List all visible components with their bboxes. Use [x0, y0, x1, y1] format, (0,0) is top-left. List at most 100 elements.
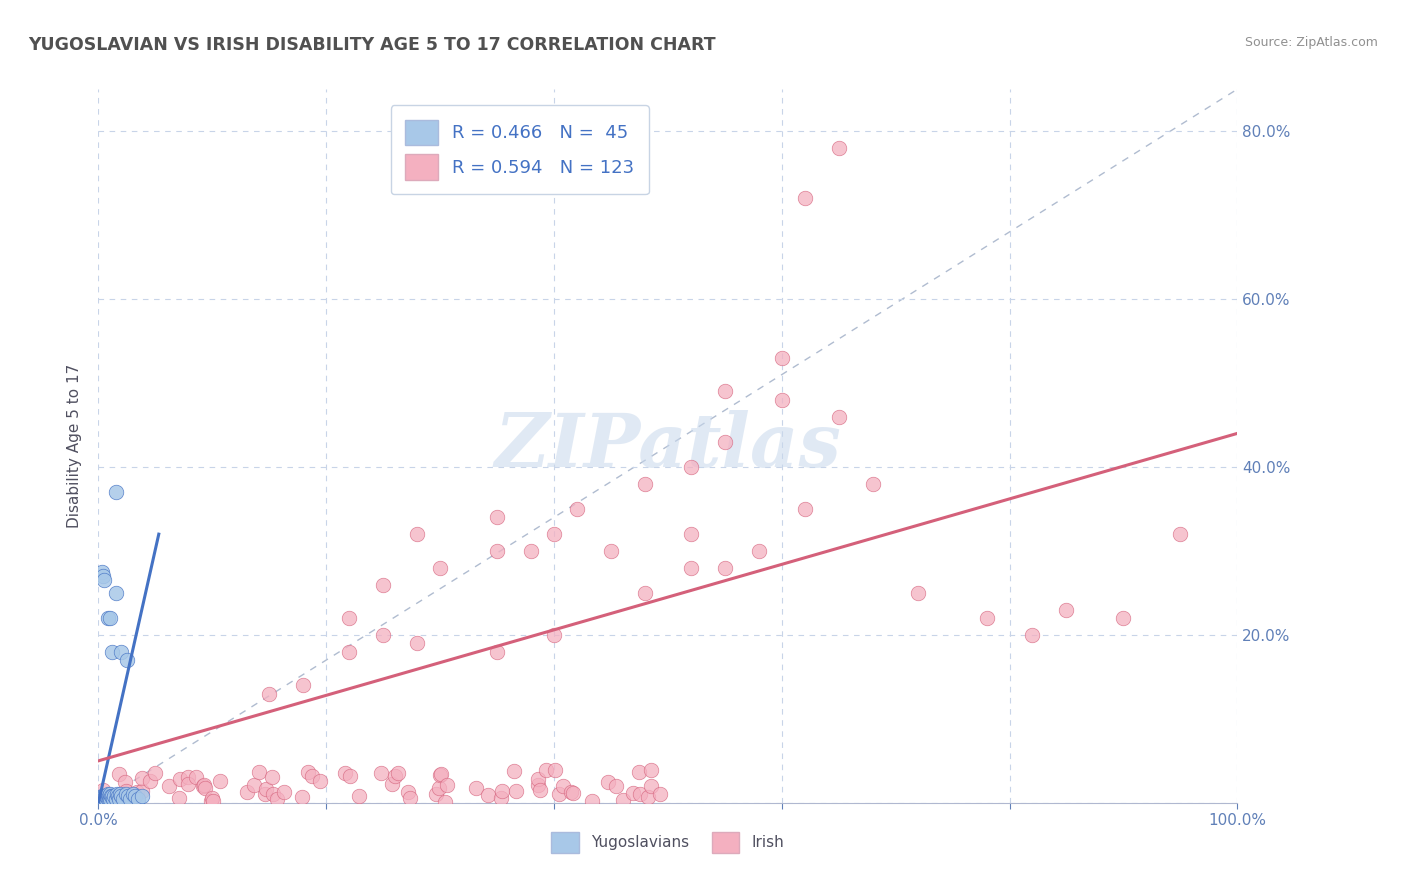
- Point: [679, 460, 702, 475]
- Point: [169, 772, 191, 786]
- Point: [93, 789, 115, 803]
- Point: [115, 653, 138, 667]
- Point: [97, 791, 120, 805]
- Point: [273, 785, 295, 799]
- Point: [543, 527, 565, 541]
- Point: [486, 544, 509, 558]
- Point: [770, 392, 793, 407]
- Point: [194, 780, 217, 795]
- Point: [534, 763, 557, 777]
- Point: [93, 791, 115, 805]
- Point: [406, 636, 429, 650]
- Point: [862, 476, 884, 491]
- Point: [266, 792, 288, 806]
- Point: [247, 765, 270, 780]
- Point: [112, 791, 135, 805]
- Point: [177, 776, 200, 790]
- Point: [104, 485, 127, 500]
- Point: [91, 789, 114, 803]
- Point: [209, 774, 232, 789]
- Point: [1112, 611, 1135, 625]
- Point: [793, 502, 815, 516]
- Point: [486, 645, 509, 659]
- Point: [98, 788, 121, 802]
- Point: [520, 544, 543, 558]
- Point: [139, 774, 162, 789]
- Point: [259, 687, 281, 701]
- Point: [640, 763, 662, 777]
- Point: [291, 789, 314, 804]
- Point: [640, 779, 662, 793]
- Point: [381, 777, 404, 791]
- Point: [1021, 628, 1043, 642]
- Point: [543, 628, 565, 642]
- Point: [387, 765, 409, 780]
- Point: [505, 784, 527, 798]
- Point: [101, 789, 124, 803]
- Point: [200, 794, 222, 808]
- Point: [125, 785, 148, 799]
- Text: Source: ZipAtlas.com: Source: ZipAtlas.com: [1244, 36, 1378, 49]
- Point: [406, 527, 429, 541]
- Point: [527, 778, 550, 792]
- Point: [90, 789, 112, 803]
- Point: [976, 611, 998, 625]
- Point: [96, 611, 118, 625]
- Point: [101, 645, 124, 659]
- Point: [124, 789, 146, 803]
- Point: [1054, 603, 1078, 617]
- Point: [384, 768, 406, 782]
- Point: [561, 786, 583, 800]
- Point: [292, 678, 315, 692]
- Point: [333, 766, 356, 780]
- Point: [429, 560, 451, 574]
- Point: [548, 787, 571, 801]
- Point: [600, 544, 623, 558]
- Point: [103, 791, 125, 805]
- Point: [429, 768, 451, 782]
- Point: [565, 502, 588, 516]
- Point: [98, 611, 121, 625]
- Legend: Yugoslavians, Irish: Yugoslavians, Irish: [546, 825, 790, 859]
- Point: [104, 791, 127, 805]
- Point: [309, 774, 332, 789]
- Point: [1170, 527, 1192, 541]
- Point: [612, 793, 634, 807]
- Point: [544, 764, 567, 778]
- Point: [828, 409, 851, 424]
- Point: [94, 791, 117, 805]
- Point: [628, 787, 651, 801]
- Point: [551, 779, 574, 793]
- Point: [108, 766, 131, 780]
- Point: [491, 784, 513, 798]
- Text: ZIPatlas: ZIPatlas: [495, 409, 841, 483]
- Point: [465, 781, 488, 796]
- Point: [262, 788, 284, 802]
- Point: [108, 788, 131, 802]
- Point: [396, 784, 419, 798]
- Point: [605, 779, 627, 793]
- Point: [96, 791, 118, 805]
- Point: [103, 789, 125, 803]
- Point: [634, 476, 657, 491]
- Point: [96, 791, 118, 805]
- Point: [337, 645, 360, 659]
- Point: [301, 768, 323, 782]
- Point: [425, 788, 447, 802]
- Point: [120, 791, 142, 805]
- Point: [143, 765, 166, 780]
- Text: YUGOSLAVIAN VS IRISH DISABILITY AGE 5 TO 17 CORRELATION CHART: YUGOSLAVIAN VS IRISH DISABILITY AGE 5 TO…: [28, 36, 716, 54]
- Point: [93, 574, 115, 588]
- Point: [98, 791, 121, 805]
- Point: [91, 783, 114, 797]
- Point: [177, 770, 200, 784]
- Point: [262, 770, 284, 784]
- Point: [121, 788, 143, 802]
- Point: [97, 789, 120, 803]
- Point: [201, 791, 224, 805]
- Point: [193, 778, 215, 792]
- Point: [596, 775, 619, 789]
- Point: [502, 764, 524, 778]
- Point: [623, 786, 645, 800]
- Point: [714, 560, 737, 574]
